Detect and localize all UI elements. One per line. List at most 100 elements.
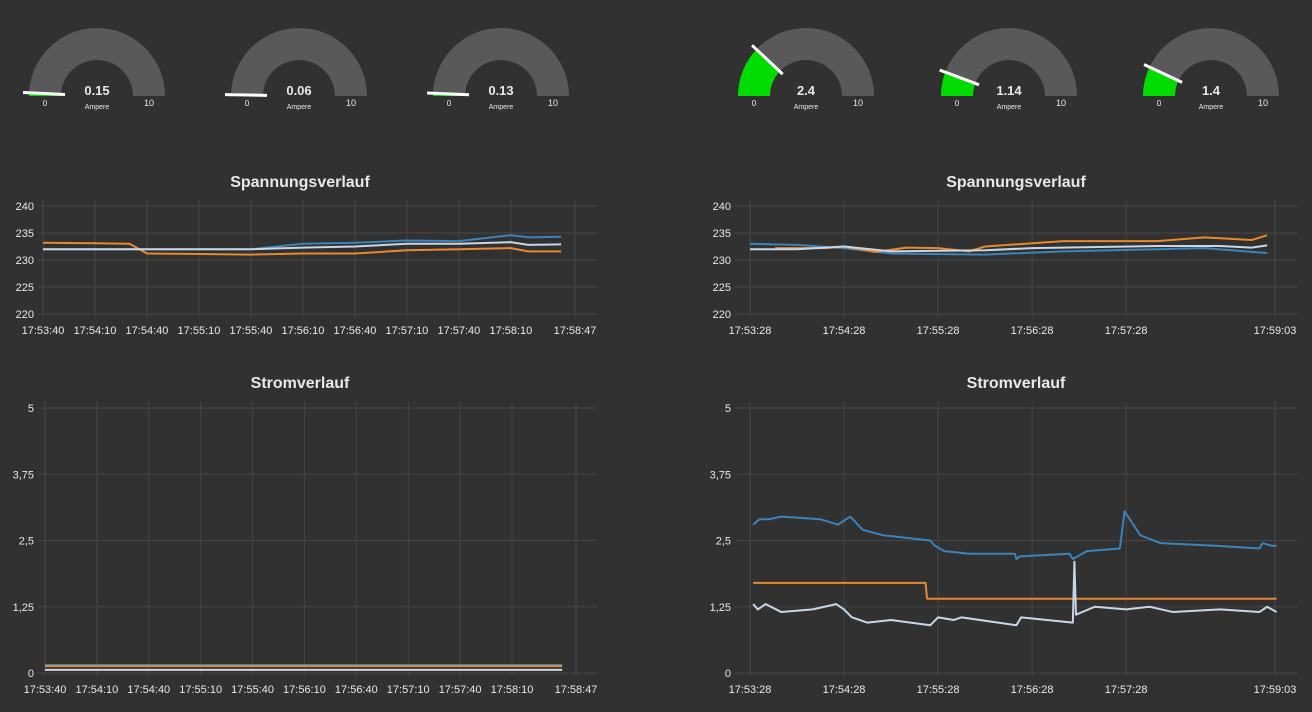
gauge-units: Ampere xyxy=(287,104,312,111)
gauge-4: 2.4 Ampere 0 10 xyxy=(738,28,874,111)
x-tick-label: 17:54:10 xyxy=(74,325,117,337)
gauge-min: 0 xyxy=(245,99,250,108)
gauge-units: Ampere xyxy=(1199,104,1224,111)
x-tick-label: 17:56:10 xyxy=(283,684,326,696)
gauge-min: 0 xyxy=(43,99,48,108)
chart-title: Spannungsverlauf xyxy=(230,174,370,191)
y-tick-label: 1,25 xyxy=(13,602,34,614)
y-tick-label: 3,75 xyxy=(710,469,731,481)
y-tick-label: 0 xyxy=(28,668,34,680)
x-tick-label: 17:57:10 xyxy=(385,325,428,337)
x-tick-label: 17:55:28 xyxy=(917,684,960,696)
y-tick-label: 2,5 xyxy=(716,536,731,548)
x-tick-label: 17:57:28 xyxy=(1105,684,1148,696)
series-line-L1 xyxy=(749,242,1268,256)
chart-title: Stromverlauf xyxy=(967,375,1066,392)
x-tick-label: 17:58:10 xyxy=(491,684,534,696)
y-tick-label: 0 xyxy=(725,668,731,680)
gauge-min: 0 xyxy=(752,99,757,108)
y-tick-label: 240 xyxy=(713,201,731,213)
gauge-2: 0.06 Ampere 0 10 xyxy=(224,28,367,111)
x-tick-label: 17:58:47 xyxy=(554,325,597,337)
gauge-needle xyxy=(1143,63,1183,84)
x-tick-label: 17:57:40 xyxy=(439,684,482,696)
gauge-units: Ampere xyxy=(794,104,819,111)
gauge-value: 0.15 xyxy=(84,83,109,98)
y-tick-label: 5 xyxy=(28,403,34,415)
y-tick-label: 225 xyxy=(16,282,34,294)
x-tick-label: 17:53:28 xyxy=(729,325,772,337)
gauge-6: 1.4 Ampere 0 10 xyxy=(1143,28,1279,111)
x-tick-label: 17:55:28 xyxy=(917,325,960,337)
series-line-L2 xyxy=(753,581,1277,600)
y-tick-label: 220 xyxy=(16,309,34,321)
x-tick-label: 17:55:40 xyxy=(230,325,273,337)
gauge-value: 0.13 xyxy=(488,83,513,98)
gauge-5: 1.14 Ampere 0 10 xyxy=(939,28,1077,111)
x-tick-label: 17:56:28 xyxy=(1011,684,1054,696)
gauge-needle xyxy=(751,44,784,76)
gauge-track xyxy=(231,28,367,96)
gauge-value: 1.14 xyxy=(996,83,1022,98)
chart-4: Stromverlauf 5 3,75 2,5 1,25 0 17:53:28 17:54:2… xyxy=(710,375,1297,696)
gauge-track xyxy=(941,28,1077,96)
gauge-value: 1.4 xyxy=(1202,83,1221,98)
series-line-L2 xyxy=(42,241,562,256)
gauge-fill xyxy=(941,72,976,96)
x-tick-label: 17:55:10 xyxy=(179,684,222,696)
gauge-value: 2.4 xyxy=(797,83,816,98)
y-tick-label: 3,75 xyxy=(13,469,34,481)
x-tick-label: 17:53:40 xyxy=(24,684,67,696)
chart-title: Spannungsverlauf xyxy=(946,174,1086,191)
y-tick-label: 240 xyxy=(16,201,34,213)
y-tick-label: 230 xyxy=(713,255,731,267)
chart-2: Spannungsverlauf 240 235 230 225 220 17:53:28 1… xyxy=(713,174,1297,337)
y-tick-label: 5 xyxy=(725,403,731,415)
y-tick-label: 1,25 xyxy=(710,602,731,614)
gauge-units: Ampere xyxy=(997,104,1022,111)
x-tick-label: 17:59:03 xyxy=(1254,684,1297,696)
gauge-max: 10 xyxy=(1258,98,1268,108)
x-tick-label: 17:57:28 xyxy=(1105,325,1148,337)
y-tick-label: 2,5 xyxy=(19,536,34,548)
gauge-track xyxy=(433,28,569,96)
gauge-units: Ampere xyxy=(489,104,514,111)
gauge-3: 0.13 Ampere 0 10 xyxy=(427,28,569,111)
gauge-fill xyxy=(738,49,780,96)
x-tick-label: 17:57:10 xyxy=(387,684,430,696)
y-tick-label: 220 xyxy=(713,309,731,321)
x-tick-label: 17:53:40 xyxy=(22,325,65,337)
series-line-L3 xyxy=(750,244,1268,253)
y-tick-label: 230 xyxy=(16,255,34,267)
gauge-min: 0 xyxy=(1157,99,1162,108)
series-line-L3 xyxy=(43,241,562,251)
gauge-min: 0 xyxy=(955,99,960,108)
chart-3: Stromverlauf 5 3,75 2,5 1,25 0 17:53:40 17:54:1… xyxy=(13,375,598,696)
gauge-max: 10 xyxy=(853,98,863,108)
chart-1: Spannungsverlauf 240 235 230 225 220 17:53:40 1… xyxy=(16,174,597,337)
gauge-units: Ampere xyxy=(85,104,110,111)
chart-title: Stromverlauf xyxy=(251,375,350,392)
y-tick-label: 235 xyxy=(713,228,731,240)
gauge-fill xyxy=(1143,67,1179,96)
x-tick-label: 17:59:03 xyxy=(1254,325,1297,337)
x-tick-label: 17:56:10 xyxy=(282,325,325,337)
series-line-L3 xyxy=(752,560,1278,627)
x-tick-label: 17:56:28 xyxy=(1011,325,1054,337)
gauge-max: 10 xyxy=(1056,98,1066,108)
x-tick-label: 17:54:10 xyxy=(75,684,118,696)
series-line-L1 xyxy=(752,510,1277,561)
x-tick-label: 17:57:40 xyxy=(437,325,480,337)
x-tick-label: 17:56:40 xyxy=(334,325,377,337)
x-tick-label: 17:54:40 xyxy=(127,684,170,696)
y-tick-label: 225 xyxy=(713,282,731,294)
y-tick-label: 235 xyxy=(16,228,34,240)
x-tick-label: 17:56:40 xyxy=(335,684,378,696)
gauge-1: 0.15 Ampere 0 10 xyxy=(23,28,165,111)
gauge-min: 0 xyxy=(447,99,452,108)
gauge-track xyxy=(29,28,165,96)
gauge-value: 0.06 xyxy=(286,83,311,98)
gauge-max: 10 xyxy=(144,98,154,108)
x-tick-label: 17:53:28 xyxy=(729,684,772,696)
